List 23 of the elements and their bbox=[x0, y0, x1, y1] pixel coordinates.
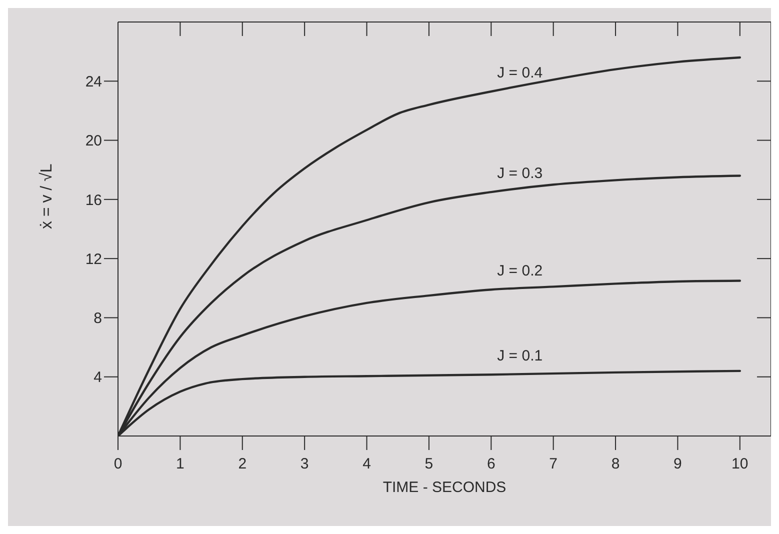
y-tick-label: 4 bbox=[94, 369, 102, 386]
series-label: J = 0.3 bbox=[497, 165, 543, 182]
y-tick-label: 16 bbox=[85, 192, 102, 209]
series-label: J = 0.2 bbox=[497, 262, 543, 280]
x-axis-title: TIME - SECONDS bbox=[382, 479, 506, 496]
x-tick-label: 8 bbox=[611, 456, 620, 473]
x-tick-label: 0 bbox=[114, 456, 122, 473]
x-tick-label: 4 bbox=[362, 456, 371, 473]
x-tick-label: 3 bbox=[300, 456, 309, 473]
x-tick-label: 6 bbox=[486, 456, 496, 473]
x-tick-label: 2 bbox=[238, 456, 247, 473]
y-tick-label: 12 bbox=[85, 250, 102, 268]
series-label: J = 0.1 bbox=[497, 348, 543, 365]
y-tick-label: 24 bbox=[85, 73, 102, 90]
series-label: J = 0.4 bbox=[497, 64, 543, 82]
x-tick-label: 1 bbox=[176, 456, 184, 473]
y-axis-title: ẋ = v / √L bbox=[38, 164, 56, 229]
x-tick-label: 9 bbox=[674, 456, 682, 473]
x-tick-label: 5 bbox=[424, 456, 434, 473]
x-tick-label: 7 bbox=[549, 456, 558, 473]
y-tick-label: 20 bbox=[85, 132, 102, 150]
x-tick-label: 10 bbox=[732, 456, 748, 473]
y-tick-label: 8 bbox=[94, 310, 102, 328]
